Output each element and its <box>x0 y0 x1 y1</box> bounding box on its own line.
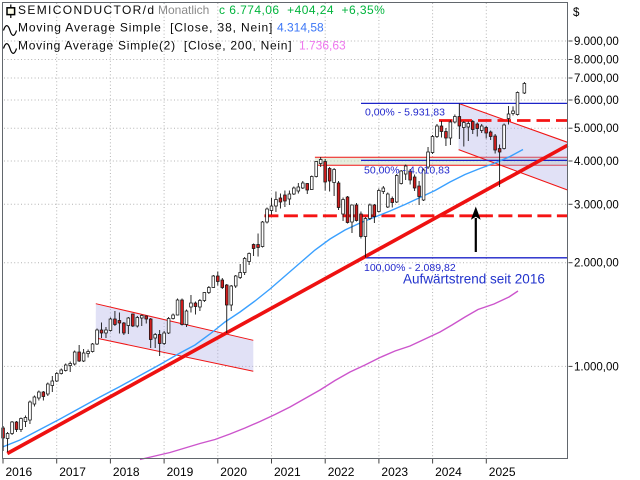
svg-text:Moving Average Simple(2) [Clo: Moving Average Simple(2) [Close, 200, Ne… <box>18 39 292 53</box>
svg-text:SEMICONDUCTOR/d: SEMICONDUCTOR/d <box>18 3 155 17</box>
svg-text:2025: 2025 <box>489 465 516 479</box>
svg-text:c 6.774,06 +404,24 +6,35%: c 6.774,06 +404,24 +6,35% <box>219 3 385 17</box>
svg-text:5.000,00: 5.000,00 <box>574 123 619 135</box>
svg-text:100,00% - 2.089,82: 100,00% - 2.089,82 <box>364 262 456 274</box>
svg-text:1.736,63: 1.736,63 <box>299 39 346 53</box>
svg-text:4.000,00: 4.000,00 <box>574 156 619 168</box>
svg-text:2016: 2016 <box>6 465 33 479</box>
svg-text:9.000,00: 9.000,00 <box>574 36 619 48</box>
svg-text:2018: 2018 <box>113 465 140 479</box>
svg-text:6.000,00: 6.000,00 <box>574 95 619 107</box>
svg-text:0,00% - 5.931,83: 0,00% - 5.931,83 <box>365 106 445 118</box>
svg-text:2019: 2019 <box>167 465 194 479</box>
svg-text:2023: 2023 <box>381 465 408 479</box>
svg-text:Aufwärtstrend seit 2016: Aufwärtstrend seit 2016 <box>403 272 545 287</box>
svg-text:2021: 2021 <box>274 465 301 479</box>
svg-text:8.000,00: 8.000,00 <box>574 55 619 67</box>
svg-text:3.000,00: 3.000,00 <box>574 199 619 211</box>
svg-text:2020: 2020 <box>220 465 247 479</box>
svg-text:7.000,00: 7.000,00 <box>574 73 619 85</box>
svg-text:$: $ <box>573 7 580 19</box>
svg-text:2022: 2022 <box>328 465 355 479</box>
svg-text:50,00% - 4.010,83: 50,00% - 4.010,83 <box>364 165 450 177</box>
svg-text:1.000,00: 1.000,00 <box>574 361 619 373</box>
svg-text:4.314,58: 4.314,58 <box>277 21 324 35</box>
svg-text:2017: 2017 <box>59 465 86 479</box>
svg-text:2024: 2024 <box>435 465 462 479</box>
svg-text:Moving Average Simple [Close,: Moving Average Simple [Close, 38, Nein] <box>18 21 273 35</box>
svg-text:Monatlich: Monatlich <box>158 3 209 17</box>
svg-text:2.000,00: 2.000,00 <box>574 258 619 270</box>
